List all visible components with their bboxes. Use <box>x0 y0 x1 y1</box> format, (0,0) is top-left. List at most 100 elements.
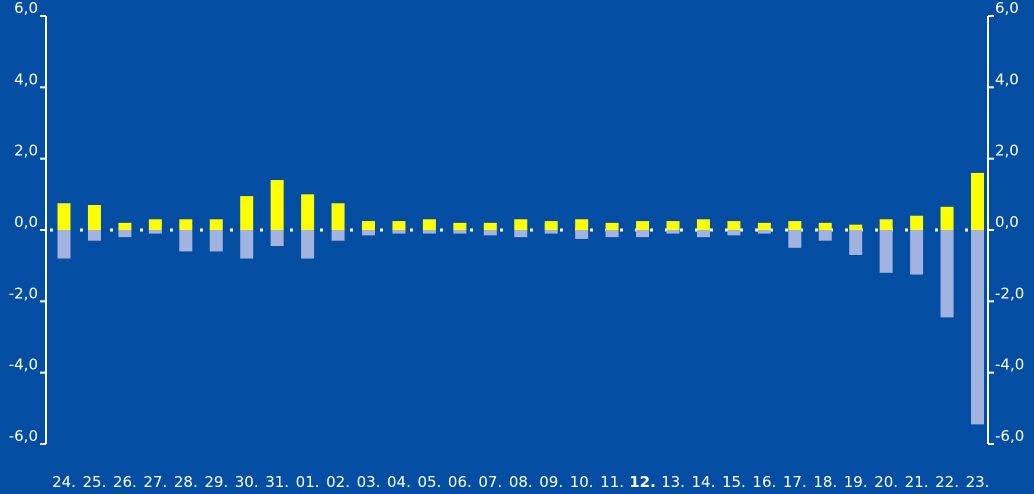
bar-negative <box>605 230 619 238</box>
bar-negative <box>514 230 528 238</box>
right-y-tick-label: -6,0 <box>995 427 1024 445</box>
bar-negative <box>636 230 650 238</box>
bar-positive <box>757 222 771 230</box>
bar-negative <box>179 230 193 252</box>
x-tick-label: 13. <box>661 473 685 491</box>
bar-positive <box>879 219 893 230</box>
bar-positive <box>788 221 802 230</box>
x-tick-label: 31. <box>265 473 289 491</box>
bar-negative <box>392 230 406 234</box>
left-y-tick-label: 4,0 <box>14 70 38 88</box>
x-tick-label: 03. <box>357 473 381 491</box>
bar-positive <box>605 222 619 230</box>
bar-negative <box>483 230 497 236</box>
bar-negative <box>940 230 954 318</box>
bar-positive <box>301 194 315 230</box>
x-tick-label: 30. <box>235 473 259 491</box>
bar-negative <box>453 230 467 234</box>
bar-positive <box>666 221 680 230</box>
bar-negative <box>757 230 771 234</box>
x-tick-label: 28. <box>174 473 198 491</box>
left-y-tick-label: 2,0 <box>14 142 38 160</box>
right-y-tick-label: 0,0 <box>995 213 1019 231</box>
bars <box>57 172 984 425</box>
x-tick-label: 16. <box>752 473 776 491</box>
x-tick-label: 02. <box>326 473 350 491</box>
bar-negative <box>910 230 924 275</box>
left-y-tick-label: 6,0 <box>14 0 38 17</box>
x-tick-label: 18. <box>813 473 837 491</box>
x-tick-label: 22. <box>935 473 959 491</box>
bar-positive <box>392 221 406 230</box>
bar-positive <box>87 205 101 230</box>
bar-positive <box>422 219 436 230</box>
x-tick-label: 10. <box>570 473 594 491</box>
right-y-tick-label: 2,0 <box>995 142 1019 160</box>
left-y-tick-label: -6,0 <box>9 427 38 445</box>
bar-positive <box>179 219 193 230</box>
bar-negative <box>209 230 223 252</box>
bar-positive <box>940 206 954 230</box>
x-tick-label: 21. <box>905 473 929 491</box>
bar-positive <box>971 172 984 230</box>
bar-positive <box>331 203 345 230</box>
bar-positive <box>514 219 528 230</box>
bar-positive <box>270 180 284 230</box>
x-tick-label: 17. <box>783 473 807 491</box>
bar-positive <box>696 219 710 230</box>
x-tick-label: 01. <box>296 473 320 491</box>
bar-negative <box>362 230 375 236</box>
x-tick-label: 07. <box>478 473 502 491</box>
x-tick-label: 15. <box>722 473 746 491</box>
x-tick-label: 04. <box>387 473 411 491</box>
bar-positive <box>148 219 162 230</box>
bar-negative <box>57 230 71 259</box>
bar-negative <box>575 230 589 239</box>
x-tick-label: 24. <box>52 473 76 491</box>
x-tick-label: 25. <box>83 473 107 491</box>
x-tick-label: 08. <box>509 473 533 491</box>
x-tick-label: 23. <box>966 473 990 491</box>
bar-negative <box>544 230 558 234</box>
x-tick-label: 29. <box>204 473 228 491</box>
x-tick-label: 06. <box>448 473 472 491</box>
bar-positive <box>57 203 71 230</box>
x-tick-label: 11. <box>600 473 624 491</box>
x-tick-label: 27. <box>143 473 167 491</box>
left-y-tick-label: -2,0 <box>9 284 38 302</box>
bar-negative <box>727 230 741 236</box>
x-tick-label: 14. <box>692 473 716 491</box>
x-tick-label: 20. <box>874 473 898 491</box>
bar-negative <box>788 230 802 248</box>
bar-negative <box>118 230 132 238</box>
bar-negative <box>879 230 893 273</box>
left-y-tick-label: -4,0 <box>9 356 38 374</box>
left-y-tick-label: 0,0 <box>14 213 38 231</box>
bar-positive <box>849 224 863 230</box>
bar-positive <box>362 221 375 230</box>
bar-negative <box>301 230 315 259</box>
right-y-tick-label: -4,0 <box>995 356 1024 374</box>
bar-positive <box>818 222 832 230</box>
bar-positive <box>727 221 741 230</box>
right-y-tick-label: 4,0 <box>995 70 1019 88</box>
bar-positive <box>636 221 650 230</box>
bar-positive <box>483 222 497 230</box>
bar-negative <box>666 230 680 234</box>
bar-negative <box>148 230 162 234</box>
bar-positive <box>544 221 558 230</box>
bar-negative <box>240 230 254 259</box>
bar-positive <box>453 222 467 230</box>
bar-negative <box>696 230 710 238</box>
bar-positive <box>118 222 132 230</box>
x-tick-label: 26. <box>113 473 137 491</box>
labels: 6,0 6,0 4,0 4,0 2,0 2,0 0,0 0,0 -2,0 -2,0 -4,0 -4,0… <box>9 0 1025 491</box>
x-tick-label: 12. <box>629 473 656 491</box>
bar-negative <box>270 230 284 247</box>
bar-positive <box>240 196 254 230</box>
bar-positive <box>209 219 223 230</box>
x-tick-label: 09. <box>539 473 563 491</box>
bar-negative <box>422 230 436 234</box>
